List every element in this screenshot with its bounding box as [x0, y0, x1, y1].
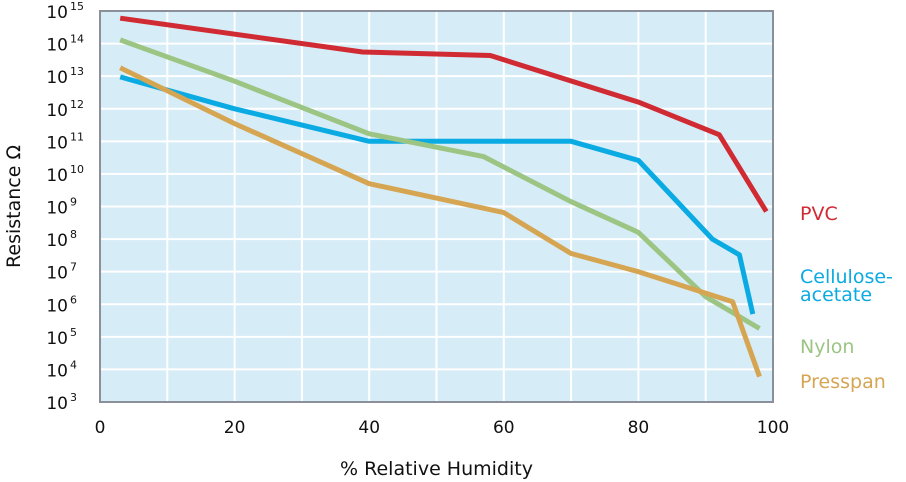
series-label-presspan: Presspan [800, 371, 886, 393]
y-tick-label: 10 11 [46, 130, 84, 153]
series-line-nylon [119, 37, 761, 331]
series-label-cellulose-acetate: acetate [800, 284, 872, 306]
y-tick-label: 10 3 [46, 391, 77, 414]
y-tick-label: 10 13 [46, 65, 84, 88]
x-tick-labels: 0 20 40 60 80 100 [95, 418, 790, 438]
x-tick-label: 100 [757, 418, 789, 438]
y-tick-label: 10 14 [46, 33, 84, 56]
y-tick-label: 10 6 [46, 293, 77, 316]
y-tick-label: 10 10 [46, 163, 84, 186]
series-label-nylon: Nylon [800, 336, 854, 358]
y-tick-label: 10 8 [46, 228, 77, 251]
x-tick-label: 80 [628, 418, 650, 438]
series-line-cellulose-acetate [119, 74, 756, 315]
x-tick-label: 0 [95, 418, 106, 438]
y-tick-label: 10 15 [46, 0, 84, 23]
horizontal-gridlines [100, 42, 773, 371]
series-lines [119, 15, 769, 378]
y-tick-label: 10 9 [46, 196, 77, 219]
y-tick-label: 10 5 [46, 326, 77, 349]
series-label-cellulose-acetate: Cellulose- [800, 266, 893, 288]
x-tick-label: 20 [224, 418, 246, 438]
series-labels: PVC Cellulose-acetate Nylon Presspan [800, 203, 893, 393]
y-tick-label: 10 7 [46, 261, 77, 284]
x-axis-label: % Relative Humidity [340, 458, 533, 480]
x-tick-label: 60 [493, 418, 515, 438]
plot-frame [99, 10, 774, 403]
y-tick-label: 10 4 [46, 358, 77, 381]
y-tick-label: 10 12 [46, 98, 84, 121]
y-tick-labels: 10 3 10 4 10 5 10 6 10 7 10 8 10 9 10 10 10 11 10 12 10 13 10 1… [46, 0, 84, 414]
x-tick-label: 40 [358, 418, 380, 438]
series-line-presspan [119, 65, 762, 378]
series-label-pvc: PVC [800, 203, 838, 225]
y-axis-label: Resistance Ω [3, 145, 25, 268]
series-line-pvc [119, 15, 769, 213]
